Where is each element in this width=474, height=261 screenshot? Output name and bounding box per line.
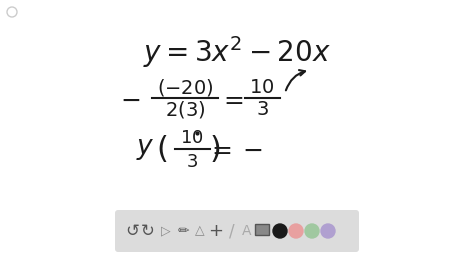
Text: $)$: $)$ <box>210 134 220 165</box>
Circle shape <box>305 224 319 238</box>
FancyBboxPatch shape <box>115 210 359 252</box>
Text: ↻: ↻ <box>141 222 155 240</box>
Text: $2(3)$: $2(3)$ <box>165 99 205 121</box>
Text: $3$: $3$ <box>255 101 268 119</box>
Text: $= -$: $= -$ <box>207 139 263 162</box>
Text: $(-20)$: $(-20)$ <box>156 78 213 98</box>
Text: $($: $($ <box>156 134 168 165</box>
Circle shape <box>289 224 303 238</box>
Text: /: / <box>229 222 235 240</box>
Text: $10$: $10$ <box>180 129 204 147</box>
Text: △: △ <box>195 224 205 238</box>
Text: $=$: $=$ <box>219 88 245 111</box>
Text: $-$: $-$ <box>120 88 140 111</box>
Circle shape <box>321 224 335 238</box>
Text: ✏: ✏ <box>177 224 189 238</box>
Text: $10$: $10$ <box>249 79 275 97</box>
Text: ↺: ↺ <box>125 222 139 240</box>
Text: $3$: $3$ <box>186 153 198 171</box>
Text: ▷: ▷ <box>161 224 171 238</box>
Text: $y$: $y$ <box>136 138 154 163</box>
Text: +: + <box>209 222 224 240</box>
Circle shape <box>273 224 287 238</box>
Text: $y = 3x^2 - 20x$: $y = 3x^2 - 20x$ <box>143 34 331 70</box>
Text: A: A <box>242 224 252 238</box>
Bar <box>255 224 269 235</box>
